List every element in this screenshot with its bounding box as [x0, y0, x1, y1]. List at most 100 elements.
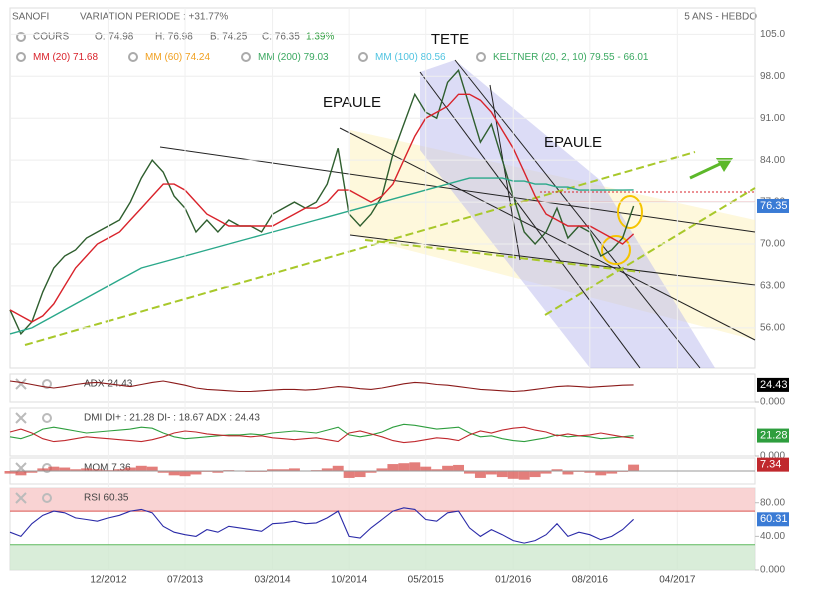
bar [453, 464, 465, 471]
last-value-label: 60.31 [760, 513, 788, 525]
y-tick-label: 56.00 [760, 323, 785, 334]
gear-icon [16, 52, 26, 62]
last-value-box [757, 377, 789, 392]
gear-icon [128, 52, 138, 62]
bar [485, 471, 497, 475]
bar [507, 471, 519, 479]
fan-zone [420, 60, 715, 368]
bar [179, 471, 191, 477]
bar [278, 469, 289, 471]
last-value-box [757, 198, 789, 213]
y-tick-label: 40.00 [760, 531, 785, 542]
panel-gear [42, 413, 52, 423]
bar [70, 469, 82, 471]
panel-gear [42, 379, 52, 389]
bar [387, 464, 399, 471]
y-tick-label: 84.00 [760, 155, 785, 166]
y-tick-label: 98.00 [760, 71, 785, 82]
bar [15, 471, 27, 476]
panel-title: DMI DI+ : 21.28 DI- : 18.67 ADX : 24.43 [84, 413, 260, 424]
bar [48, 466, 60, 471]
y-tick-label: 105.0 [760, 29, 785, 40]
bar [551, 469, 563, 471]
bar [464, 471, 475, 474]
bar [37, 468, 49, 471]
panel-gear [42, 493, 52, 503]
x-tick-label: 10/2014 [331, 575, 368, 586]
bar [190, 471, 202, 475]
trend-lines [159, 59, 756, 369]
bar [81, 468, 93, 471]
quote-open: O: 74.98 [95, 32, 134, 43]
bar [442, 465, 454, 471]
bar [212, 471, 224, 473]
bar [92, 469, 103, 471]
x-tick-label: 01/2016 [495, 575, 532, 586]
indicator-value: 80.56 [421, 52, 446, 63]
last-value-box [757, 457, 789, 472]
x-tick-label: 12/2012 [90, 575, 127, 586]
indicator-legend: MM (200) 79.03 [258, 52, 329, 63]
bar [474, 471, 486, 478]
bar [496, 471, 508, 478]
last-value-label: 21.28 [760, 429, 788, 441]
quote-low: B: 74.25 [210, 32, 248, 43]
bar [431, 469, 443, 471]
bar [562, 471, 574, 475]
highlight-circle [617, 195, 643, 229]
bar [354, 471, 366, 478]
panel-close [15, 412, 27, 424]
bar [365, 471, 377, 473]
bar [409, 462, 421, 471]
series-line [9, 423, 634, 443]
adx-panel [9, 373, 756, 403]
last-value-label: 7.34 [760, 459, 781, 471]
y-tick-label: 63.00 [760, 281, 785, 292]
support-lines [24, 151, 756, 346]
panel-title: RSI 60.35 [84, 493, 129, 504]
bar [4, 471, 16, 474]
series-line [9, 507, 634, 544]
indicator-value: 71.68 [73, 52, 98, 63]
last-value-box [757, 512, 789, 527]
bar [343, 471, 355, 478]
gear-icon [476, 52, 486, 62]
bar [267, 469, 279, 471]
arrow-head [716, 158, 733, 172]
indicator-name: MM (200) [258, 52, 301, 63]
y-tick-label: 0.000 [760, 565, 785, 576]
indicator-value: 79.55 - 66.01 [590, 52, 649, 63]
bar [628, 464, 640, 471]
bar [584, 471, 596, 473]
quote-high: H: 76.98 [155, 32, 193, 43]
series-line [9, 177, 634, 335]
x-tick-label: 08/2016 [572, 575, 609, 586]
x-tick-label: 07/2013 [167, 575, 204, 586]
last-value-box [757, 428, 789, 443]
indicator-value: 79.03 [304, 52, 329, 63]
annotation: EPAULE [544, 134, 602, 151]
gear-icon [241, 52, 251, 62]
x-tick-label: 04/2017 [659, 575, 696, 586]
series-line [9, 380, 634, 393]
indicator-name: MM (60) [145, 52, 182, 63]
bar [135, 465, 147, 471]
bar [376, 468, 388, 471]
y-tick-label: 70.00 [760, 239, 785, 250]
series-line [9, 68, 635, 336]
bar [26, 471, 38, 473]
indicator-value: 74.24 [185, 52, 210, 63]
annotation: EPAULE [323, 94, 381, 111]
bar [518, 471, 530, 480]
series-line [9, 93, 635, 323]
series-line [9, 426, 634, 444]
indicator-legend: KELTNER (20, 2, 10) 79.55 - 66.01 [493, 52, 649, 63]
bar [113, 469, 125, 471]
period: 5 ANS - HEBDO [684, 12, 757, 23]
gear-icon [358, 52, 368, 62]
bar [529, 471, 541, 478]
gear-icon[interactable] [16, 32, 26, 42]
panel-close [15, 492, 27, 504]
bar [59, 467, 71, 471]
bar [606, 471, 618, 474]
